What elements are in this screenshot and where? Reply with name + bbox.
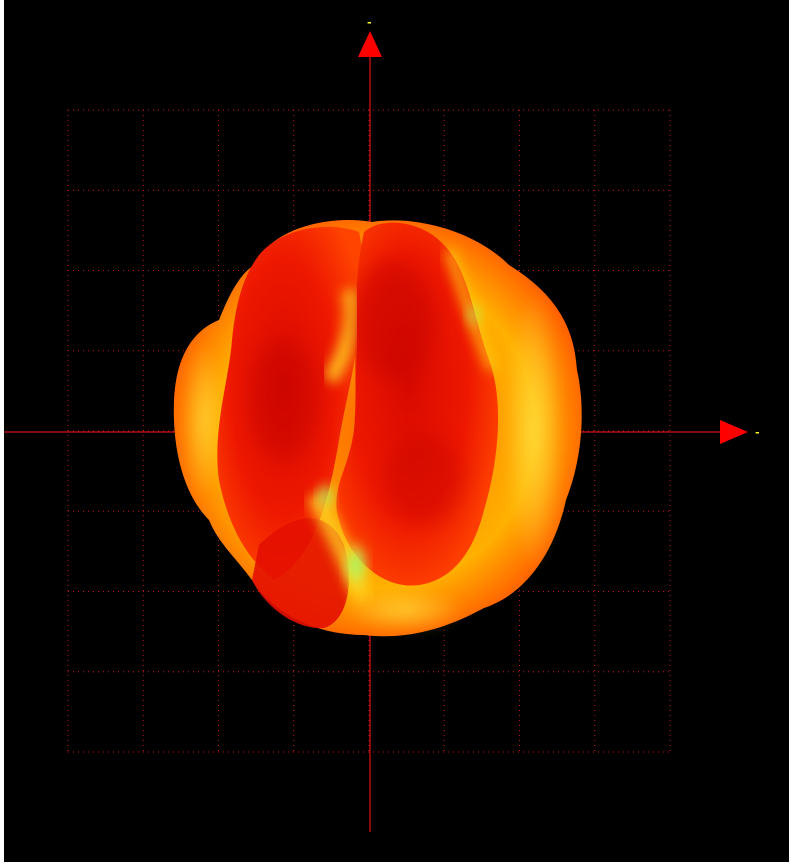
pattern-canvas (4, 31, 748, 832)
pattern-inner-lobe-bottom (252, 518, 349, 629)
x-axis-arrow-icon (720, 420, 748, 444)
radiation-pattern-surface (173, 219, 582, 637)
y-axis-label: - (366, 16, 373, 29)
pattern-viewport[interactable]: - - (4, 0, 789, 862)
y-axis-arrow-icon (358, 31, 382, 57)
x-axis-label: - (754, 426, 761, 439)
